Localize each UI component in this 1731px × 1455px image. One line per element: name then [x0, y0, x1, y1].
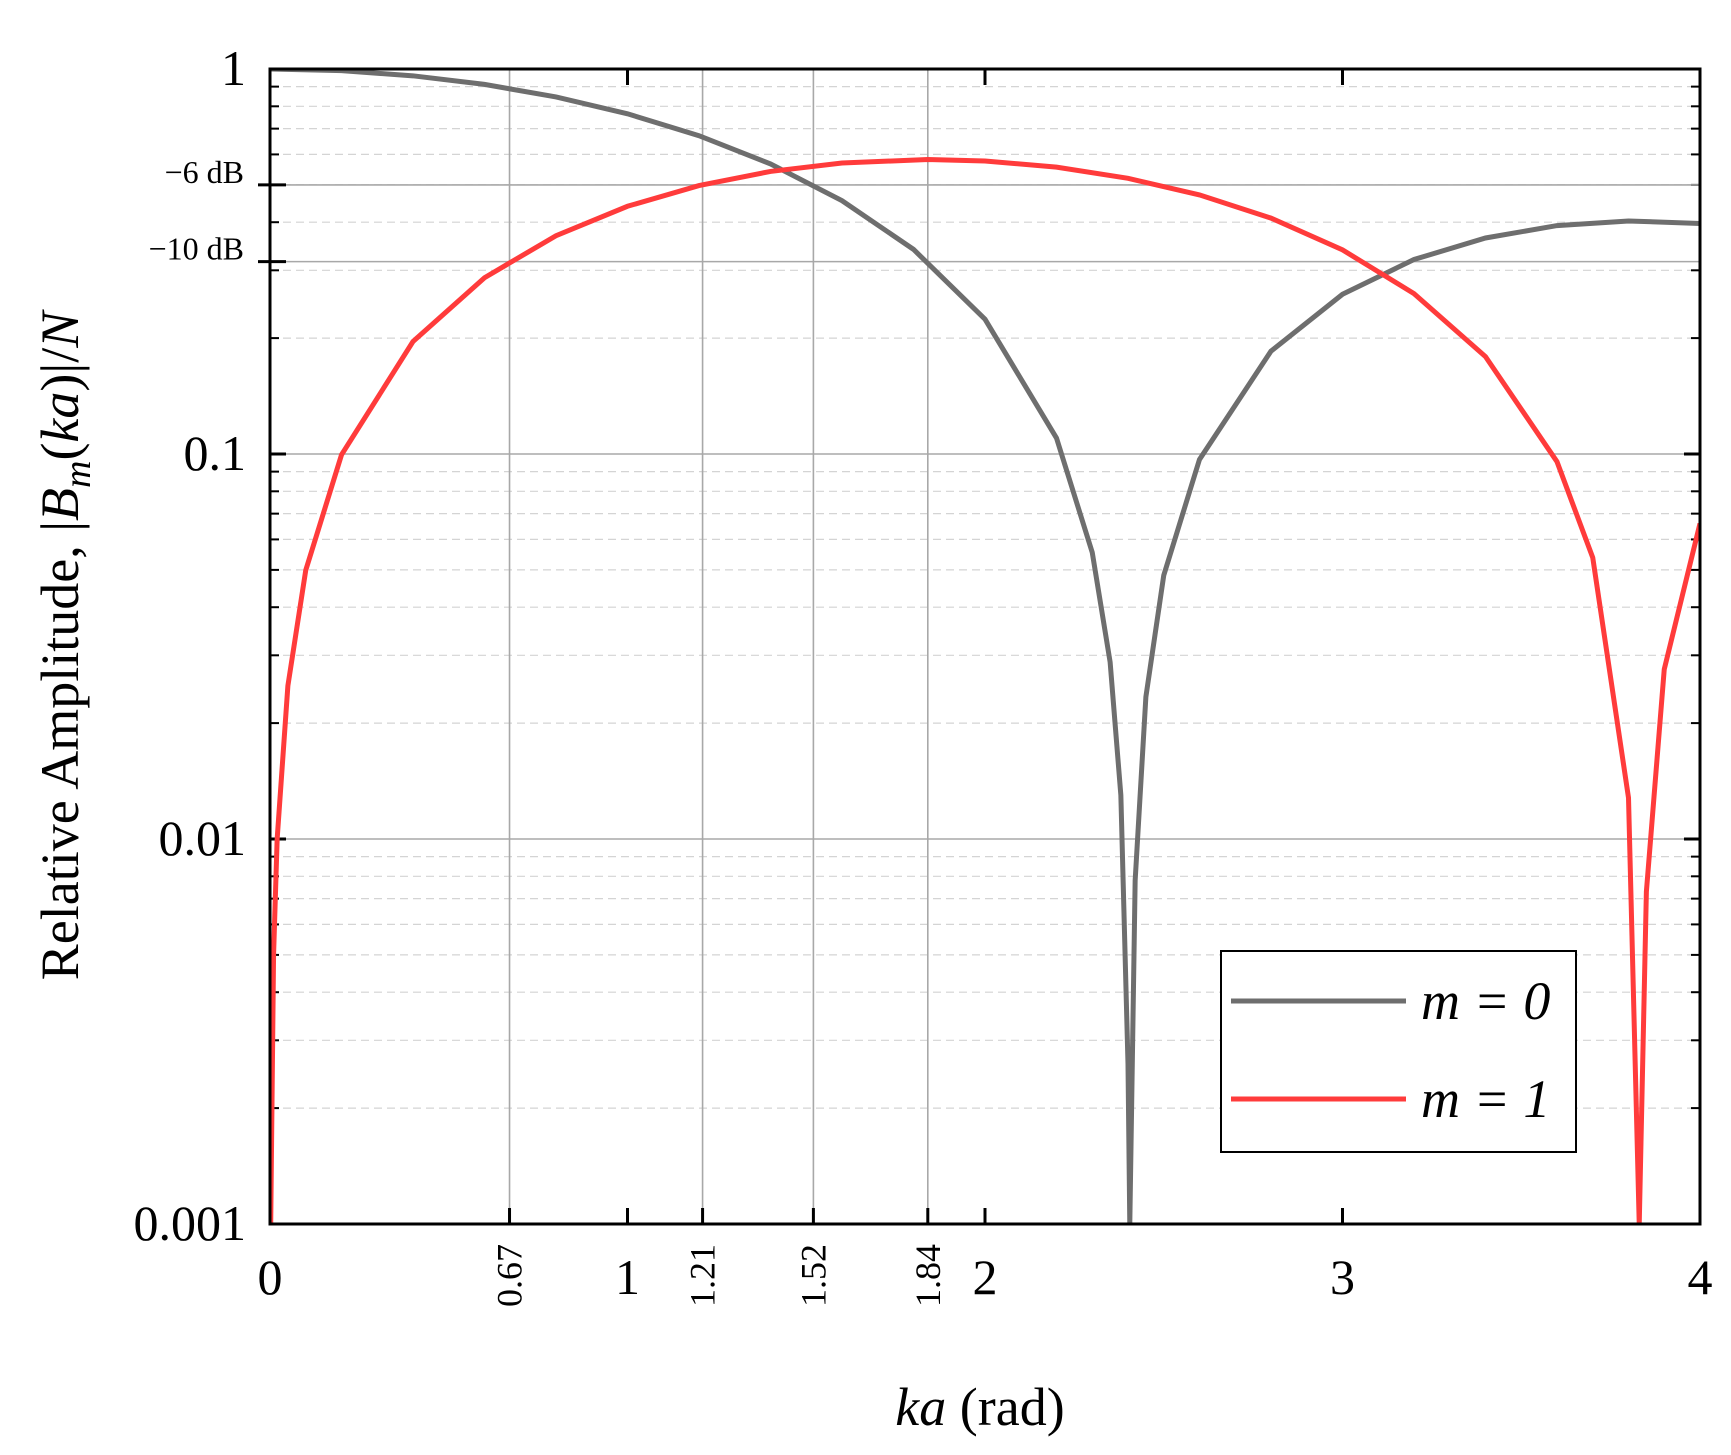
series-line — [270, 69, 1700, 1224]
y-axis-label: Relative Amplitude, |Bm(ka)|/N — [30, 309, 99, 980]
y-label-part: m — [57, 461, 99, 488]
x-tick-label: 2 — [973, 1249, 998, 1305]
legend-box — [1220, 950, 1577, 1153]
x-tick-label: 4 — [1688, 1249, 1713, 1305]
x-marker-label: 0.67 — [490, 1244, 530, 1307]
plot-frame — [268, 67, 1702, 1226]
legend-label: m = 1 — [1421, 1069, 1550, 1129]
legend-label: m = 0 — [1421, 971, 1550, 1031]
x-tick-label: 0 — [258, 1249, 283, 1305]
y-label-part: )|/ — [30, 348, 90, 392]
x-label-part: ka — [895, 1377, 946, 1437]
db-label: −6 dB — [165, 154, 244, 190]
x-label-part: (rad) — [946, 1377, 1064, 1437]
y-label-part: ka — [30, 392, 90, 443]
x-tick-label: 3 — [1330, 1249, 1355, 1305]
y-label-part: B — [30, 488, 90, 521]
y-label-part: ( — [30, 443, 90, 461]
db-label: −10 dB — [149, 231, 244, 267]
y-tick-label: 0.1 — [184, 425, 247, 481]
x-tick-label: 1 — [615, 1249, 640, 1305]
y-label-part: Relative Amplitude, | — [30, 521, 90, 980]
y-tick-label: 1 — [221, 40, 246, 96]
x-axis-label: ka (rad) — [895, 1377, 1064, 1437]
y-label-part: N — [30, 309, 90, 349]
x-marker-label: 1.21 — [683, 1244, 723, 1307]
x-marker-label: 1.52 — [793, 1244, 833, 1307]
series-line — [270, 156, 1700, 1224]
y-tick-label: 0.001 — [134, 1195, 247, 1251]
y-tick-label: 0.01 — [159, 810, 247, 866]
x-marker-label: 1.84 — [908, 1244, 948, 1307]
